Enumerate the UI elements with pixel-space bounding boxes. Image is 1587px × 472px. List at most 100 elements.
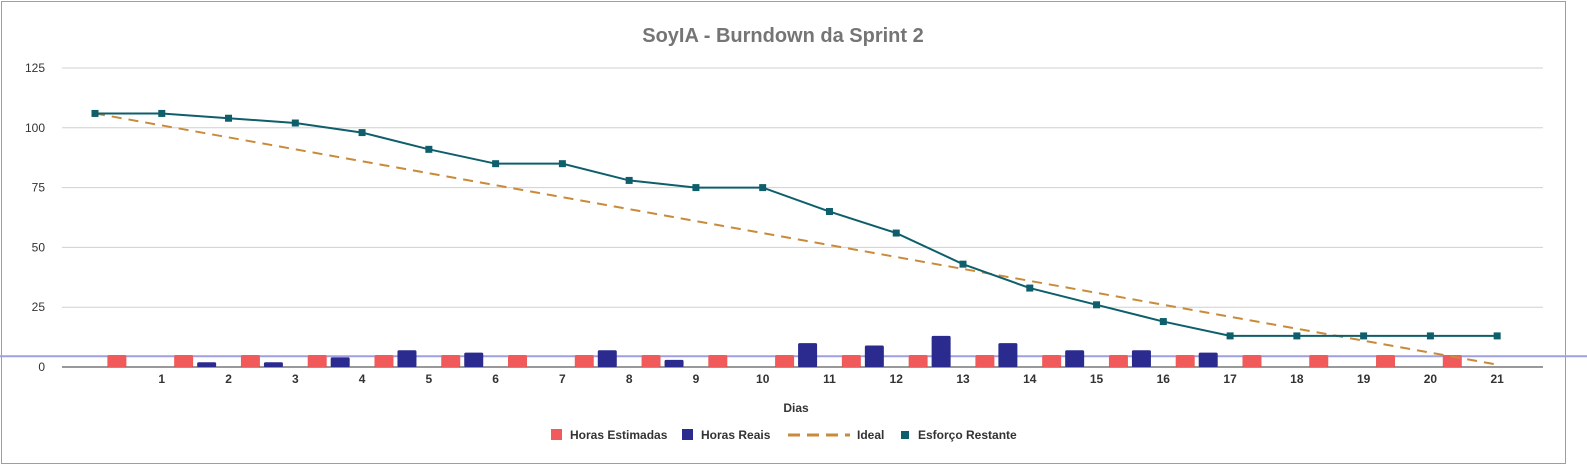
point-esforco-restante	[959, 260, 967, 268]
bar-horas-reais	[664, 359, 684, 367]
x-tick-label: 8	[626, 372, 633, 386]
bar-horas-estimadas	[641, 355, 661, 367]
point-esforco-restante	[1493, 332, 1501, 340]
point-esforco-restante	[825, 208, 833, 216]
point-esforco-restante	[759, 184, 767, 192]
y-tick-label: 125	[25, 61, 45, 75]
bar-horas-estimadas	[1309, 355, 1329, 367]
x-tick-label: 4	[359, 372, 366, 386]
bar-horas-estimadas	[107, 355, 127, 367]
bar-horas-estimadas	[908, 355, 928, 367]
y-tick-label: 100	[25, 121, 45, 135]
point-esforco-restante	[158, 109, 166, 117]
legend[interactable]: Horas Estimadas Horas Reais Ideal Esforço R…	[551, 428, 1017, 442]
x-axis-label: Dias	[783, 401, 809, 415]
legend-item-horas-reais[interactable]: Horas Reais	[682, 428, 771, 442]
point-esforco-restante	[692, 184, 700, 192]
legend-item-horas-estimadas[interactable]: Horas Estimadas	[551, 428, 668, 442]
x-tick-label: 1	[158, 372, 165, 386]
x-tick-label: 7	[559, 372, 566, 386]
legend-label: Horas Estimadas	[570, 428, 668, 442]
x-tick-label: 12	[890, 372, 904, 386]
bar-horas-estimadas	[508, 355, 528, 367]
legend-label: Esforço Restante	[918, 428, 1017, 442]
chart-frame	[1, 1, 1566, 464]
bar-horas-reais	[998, 343, 1018, 367]
x-tick-label: 2	[225, 372, 232, 386]
lines	[91, 109, 1501, 366]
point-esforco-restante	[1426, 332, 1434, 340]
bar-horas-estimadas	[975, 355, 995, 367]
y-axis-ticks: 0 25 50 75 100 125	[25, 61, 45, 374]
bar-horas-estimadas	[574, 355, 594, 367]
x-tick-label: 14	[1023, 372, 1037, 386]
line-ideal	[94, 112, 1498, 366]
bar-horas-estimadas	[1175, 355, 1195, 367]
point-esforco-restante	[1159, 318, 1167, 326]
x-tick-label: 21	[1490, 372, 1504, 386]
x-tick-label: 16	[1157, 372, 1171, 386]
y-tick-label: 75	[32, 181, 46, 195]
x-tick-label: 18	[1290, 372, 1304, 386]
bar-horas-reais	[597, 350, 617, 367]
point-esforco-restante	[425, 145, 433, 153]
bar-horas-estimadas	[307, 355, 327, 367]
bar-horas-estimadas	[1042, 355, 1062, 367]
x-tick-label: 3	[292, 372, 299, 386]
point-esforco-restante	[1360, 332, 1368, 340]
point-esforco-restante	[892, 229, 900, 237]
legend-swatch	[901, 431, 909, 439]
bar-horas-estimadas	[240, 355, 260, 367]
x-axis-ticks: 1 2 3 4 5 6 7 8 9 10 11 12 13 14 15 16 17 18 19 20 21	[158, 372, 1504, 386]
legend-item-ideal[interactable]: Ideal	[788, 428, 884, 442]
bar-horas-estimadas	[775, 355, 795, 367]
bar-horas-reais	[798, 343, 818, 367]
bar-horas-estimadas	[708, 355, 728, 367]
x-tick-label: 5	[426, 372, 433, 386]
bar-horas-reais	[1198, 352, 1218, 367]
point-esforco-restante	[1093, 301, 1101, 309]
gridlines	[0, 67, 1587, 368]
bar-horas-reais	[1065, 350, 1085, 367]
bar-horas-reais	[330, 357, 350, 367]
bar-horas-reais	[397, 350, 417, 367]
x-tick-label: 13	[956, 372, 970, 386]
point-esforco-restante	[291, 119, 299, 127]
bar-horas-reais	[1131, 350, 1151, 367]
chart-title: SoyIA - Burndown da Sprint 2	[642, 25, 923, 47]
point-esforco-restante	[91, 109, 99, 117]
bar-horas-estimadas	[841, 355, 861, 367]
legend-swatch	[551, 429, 562, 440]
bar-horas-estimadas	[174, 355, 194, 367]
bar-horas-estimadas	[1108, 355, 1128, 367]
x-tick-label: 10	[756, 372, 770, 386]
point-esforco-restante	[358, 129, 366, 137]
point-esforco-restante	[558, 160, 566, 168]
point-esforco-restante	[1026, 284, 1034, 292]
point-esforco-restante	[1226, 332, 1234, 340]
x-tick-label: 9	[693, 372, 700, 386]
bar-horas-estimadas	[441, 355, 461, 367]
y-tick-label: 25	[32, 300, 46, 314]
bars	[107, 335, 1462, 367]
y-tick-label: 50	[32, 240, 46, 254]
y-tick-label: 0	[38, 360, 45, 374]
bar-horas-estimadas	[374, 355, 394, 367]
bar-horas-reais	[197, 362, 217, 367]
legend-item-esforço-restante[interactable]: Esforço Restante	[901, 428, 1017, 442]
bar-horas-estimadas	[1242, 355, 1262, 367]
bar-horas-reais	[263, 362, 283, 367]
bar-horas-reais	[464, 352, 484, 367]
bar-horas-estimadas	[1376, 355, 1396, 367]
x-tick-label: 19	[1357, 372, 1371, 386]
legend-label: Ideal	[857, 428, 884, 442]
x-tick-label: 20	[1424, 372, 1438, 386]
legend-label: Horas Reais	[701, 428, 771, 442]
point-esforco-restante	[625, 176, 633, 184]
point-esforco-restante	[1293, 332, 1301, 340]
line-esforço-restante	[95, 112, 1498, 337]
x-tick-label: 6	[492, 372, 499, 386]
bar-horas-reais	[864, 345, 884, 367]
point-esforco-restante	[225, 114, 233, 122]
